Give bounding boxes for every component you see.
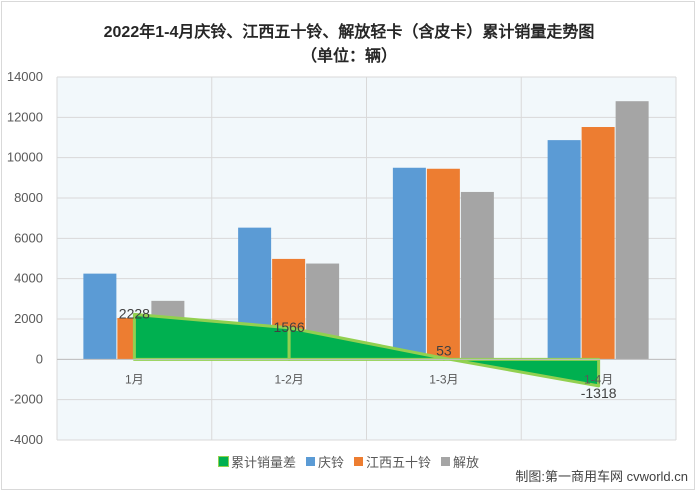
- data-label: 53: [436, 342, 452, 358]
- bar: [547, 140, 581, 360]
- bar: [392, 167, 426, 360]
- legend-swatch-jiefang: [441, 457, 451, 466]
- legend-item-qingling: 庆铃: [305, 452, 344, 471]
- chart-legend: 累计销量差 庆铃 江西五十铃 解放: [0, 452, 698, 471]
- y-tick-label: -4000: [10, 432, 43, 447]
- legend-swatch-jiangxi-isuzu: [354, 457, 363, 466]
- bar: [83, 273, 117, 360]
- y-tick-label: 6000: [14, 230, 43, 245]
- x-tick-label: 1月: [125, 372, 144, 386]
- legend-label-diff: 累计销量差: [230, 455, 296, 470]
- y-tick-label: 8000: [14, 190, 43, 205]
- data-label: -1318: [581, 385, 617, 401]
- x-tick-label: 1-4月: [584, 372, 613, 386]
- data-label: 1566: [274, 319, 305, 335]
- y-tick-label: 4000: [14, 271, 43, 286]
- bar: [426, 168, 460, 360]
- chart-title: 2022年1-4月庆铃、江西五十铃、解放轻卡（含皮卡）累计销量走势图: [103, 24, 595, 41]
- y-tick-label: 2000: [14, 311, 43, 326]
- y-tick-label: -2000: [10, 392, 43, 407]
- x-tick-label: 1-3月: [429, 372, 458, 386]
- legend-label-jiangxi-isuzu: 江西五十铃: [366, 455, 432, 470]
- legend-swatch-diff: [217, 456, 229, 467]
- chart-credit: 制图:第一商用车网 cvworld.cn: [515, 469, 688, 484]
- bar: [581, 127, 615, 360]
- data-label: 2228: [119, 305, 150, 321]
- y-tick-label: 12000: [7, 109, 43, 124]
- legend-label-qingling: 庆铃: [317, 455, 344, 470]
- bar: [615, 101, 649, 360]
- y-tick-label: 0: [36, 351, 43, 366]
- chart-subtitle: （单位：辆）: [300, 48, 397, 65]
- bar: [460, 191, 494, 360]
- x-tick-label: 1-2月: [274, 372, 303, 386]
- legend-item-jiefang: 解放: [441, 452, 479, 471]
- legend-label-jiefang: 解放: [453, 455, 480, 470]
- legend-swatch-qingling: [305, 457, 315, 466]
- legend-item-jiangxi-isuzu: 江西五十铃: [354, 452, 431, 471]
- legend-item-diff: 累计销量差: [217, 452, 296, 471]
- y-tick-label: 14000: [7, 69, 43, 84]
- y-tick-label: 10000: [7, 150, 43, 165]
